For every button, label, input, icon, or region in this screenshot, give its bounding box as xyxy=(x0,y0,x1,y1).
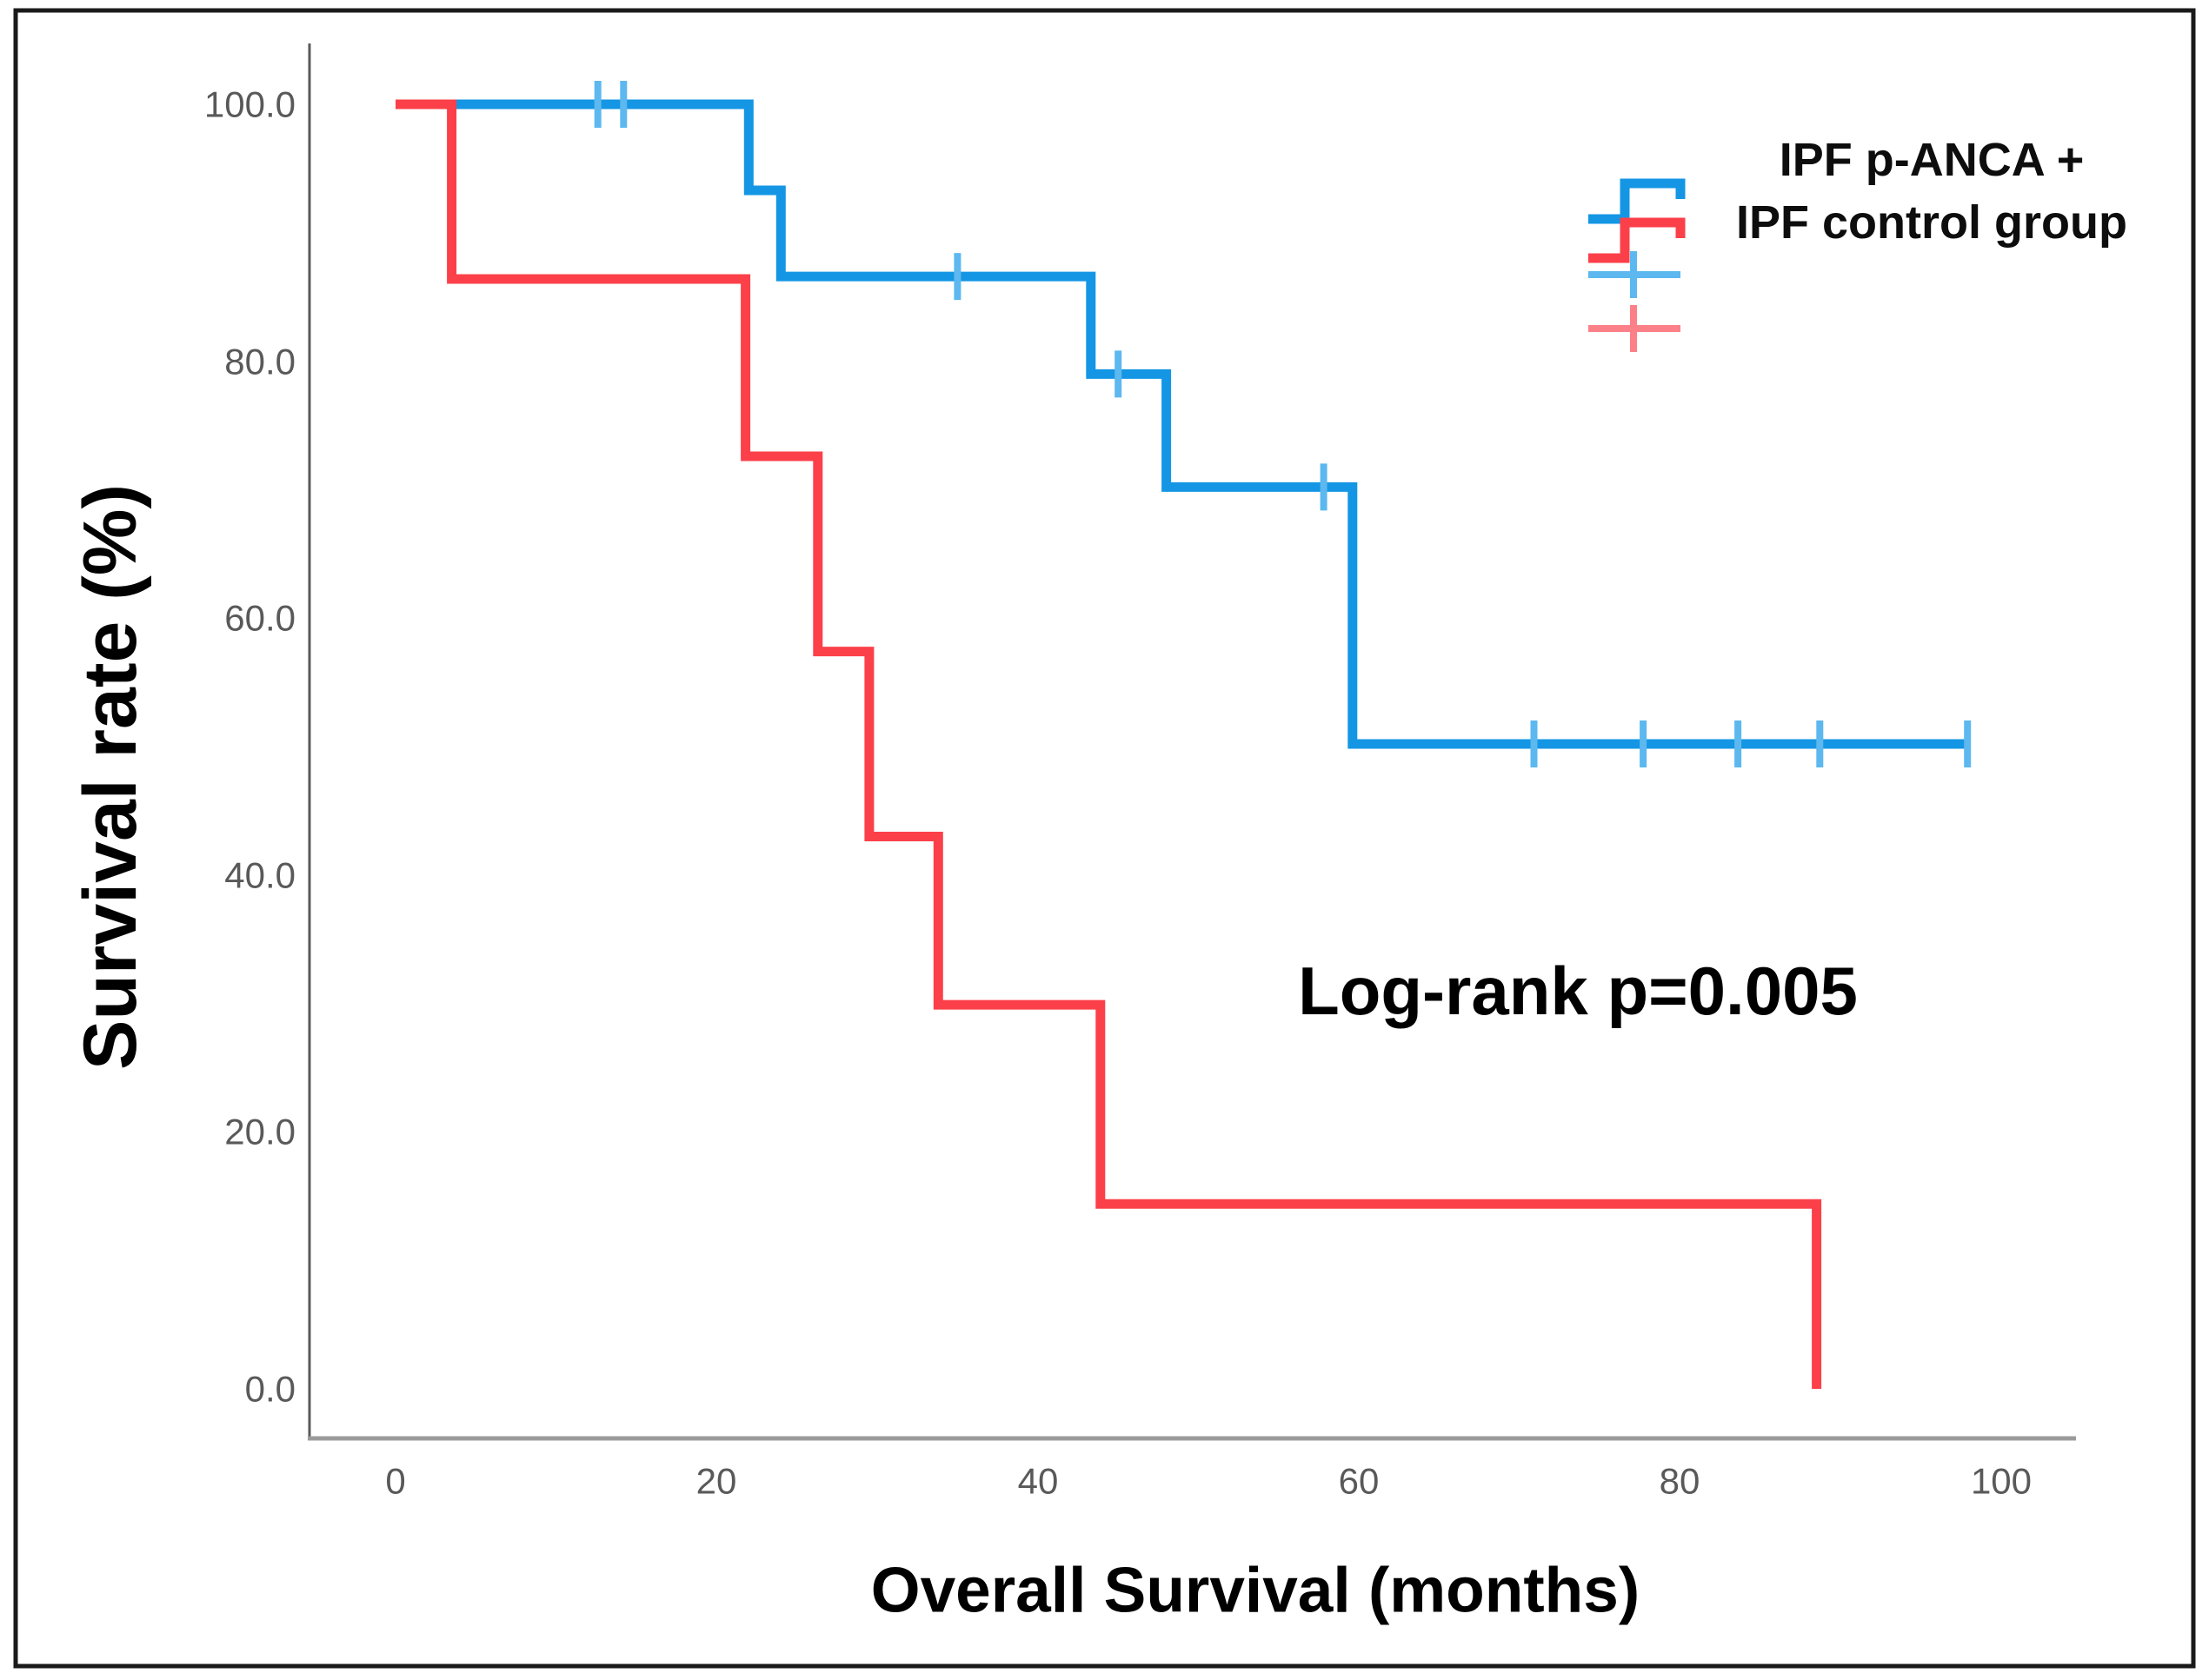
x-axis-title: Overall Survival (months) xyxy=(871,1556,1640,1626)
survival-curves xyxy=(396,81,1972,1389)
curve-ipf-control xyxy=(396,99,1822,1389)
logrank-annotation: Log-rank p=0.005 xyxy=(1298,953,1858,1029)
y-tick-0: 0.0 xyxy=(245,1369,296,1410)
x-tick-60: 60 xyxy=(1339,1461,1380,1502)
x-tick-0: 0 xyxy=(385,1461,405,1502)
x-tick-labels: 0 20 40 60 80 100 xyxy=(385,1461,2032,1502)
legend-label-panca: IPF p-ANCA + xyxy=(1780,134,2085,186)
y-tick-100: 100.0 xyxy=(204,84,296,125)
legend-blue-step-icon xyxy=(1588,178,1686,224)
legend-red-censor-icon xyxy=(1588,305,1680,352)
x-tick-80: 80 xyxy=(1660,1461,1700,1502)
y-tick-labels: 100.0 80.0 60.0 40.0 20.0 0.0 xyxy=(204,84,296,1410)
y-axis-title: Survival rate (%) xyxy=(69,484,152,1070)
legend-blue-censor-icon xyxy=(1588,251,1680,298)
y-tick-20: 20.0 xyxy=(224,1112,296,1152)
legend: IPF p-ANCA + IPF control group xyxy=(1588,134,2127,352)
y-tick-60: 60.0 xyxy=(224,598,296,639)
legend-label-control: IPF control group xyxy=(1736,196,2127,249)
y-tick-80: 80.0 xyxy=(224,342,296,382)
x-tick-20: 20 xyxy=(696,1461,737,1502)
figure-border xyxy=(13,8,2196,1669)
legend-red-step-icon xyxy=(1588,217,1686,263)
x-tick-100: 100 xyxy=(1971,1461,2032,1502)
curve-ipf-p-anca xyxy=(396,99,1970,749)
x-tick-40: 40 xyxy=(1018,1461,1059,1502)
y-tick-40: 40.0 xyxy=(224,855,296,896)
